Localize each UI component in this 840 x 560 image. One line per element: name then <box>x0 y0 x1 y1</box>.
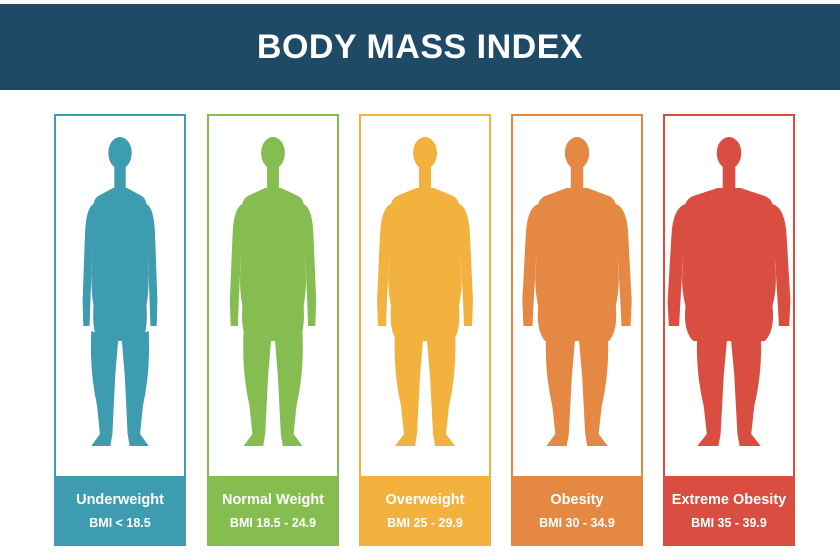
category-range: BMI 18.5 - 24.9 <box>229 516 317 530</box>
category-name: Extreme Obesity <box>671 492 787 508</box>
bmi-label-box: Obesity BMI 30 - 34.9 <box>511 476 643 546</box>
category-range: BMI 25 - 29.9 <box>387 516 463 530</box>
overweight-body-icon <box>377 137 473 446</box>
bmi-label-box: Underweight BMI < 18.5 <box>54 476 186 546</box>
category-name: Normal Weight <box>221 492 325 508</box>
extreme-obesity-body-icon <box>667 137 791 446</box>
obesity-body-icon <box>522 137 632 446</box>
bmi-card-extreme-obesity: Extreme Obesity BMI 35 - 39.9 <box>663 114 795 546</box>
obesity-body-icon <box>513 116 641 478</box>
bmi-label-box: Overweight BMI 25 - 29.9 <box>359 476 491 546</box>
underweight-body-icon <box>82 137 158 446</box>
page-title: BODY MASS INDEX <box>256 27 584 66</box>
title-banner: BODY MASS INDEX <box>0 4 840 90</box>
extreme-obesity-body-icon <box>665 116 793 478</box>
category-name: Overweight <box>385 492 465 508</box>
category-name: Obesity <box>550 492 604 508</box>
underweight-body-icon <box>56 116 184 478</box>
category-range: BMI < 18.5 <box>89 516 151 530</box>
bmi-label-box: Normal Weight BMI 18.5 - 24.9 <box>207 476 339 546</box>
bmi-card-obesity: Obesity BMI 30 - 34.9 <box>511 114 643 546</box>
normal-weight-body-icon <box>229 137 317 446</box>
normal-weight-body-icon <box>209 116 337 478</box>
category-name: Underweight <box>76 492 164 508</box>
bmi-card-underweight: Underweight BMI < 18.5 <box>54 114 186 546</box>
bmi-card-overweight: Overweight BMI 25 - 29.9 <box>359 114 491 546</box>
category-range: BMI 30 - 34.9 <box>539 516 615 530</box>
overweight-body-icon <box>361 116 489 478</box>
bmi-label-box: Extreme Obesity BMI 35 - 39.9 <box>663 476 795 546</box>
category-range: BMI 35 - 39.9 <box>691 516 767 530</box>
bmi-card-normal-weight: Normal Weight BMI 18.5 - 24.9 <box>207 114 339 546</box>
